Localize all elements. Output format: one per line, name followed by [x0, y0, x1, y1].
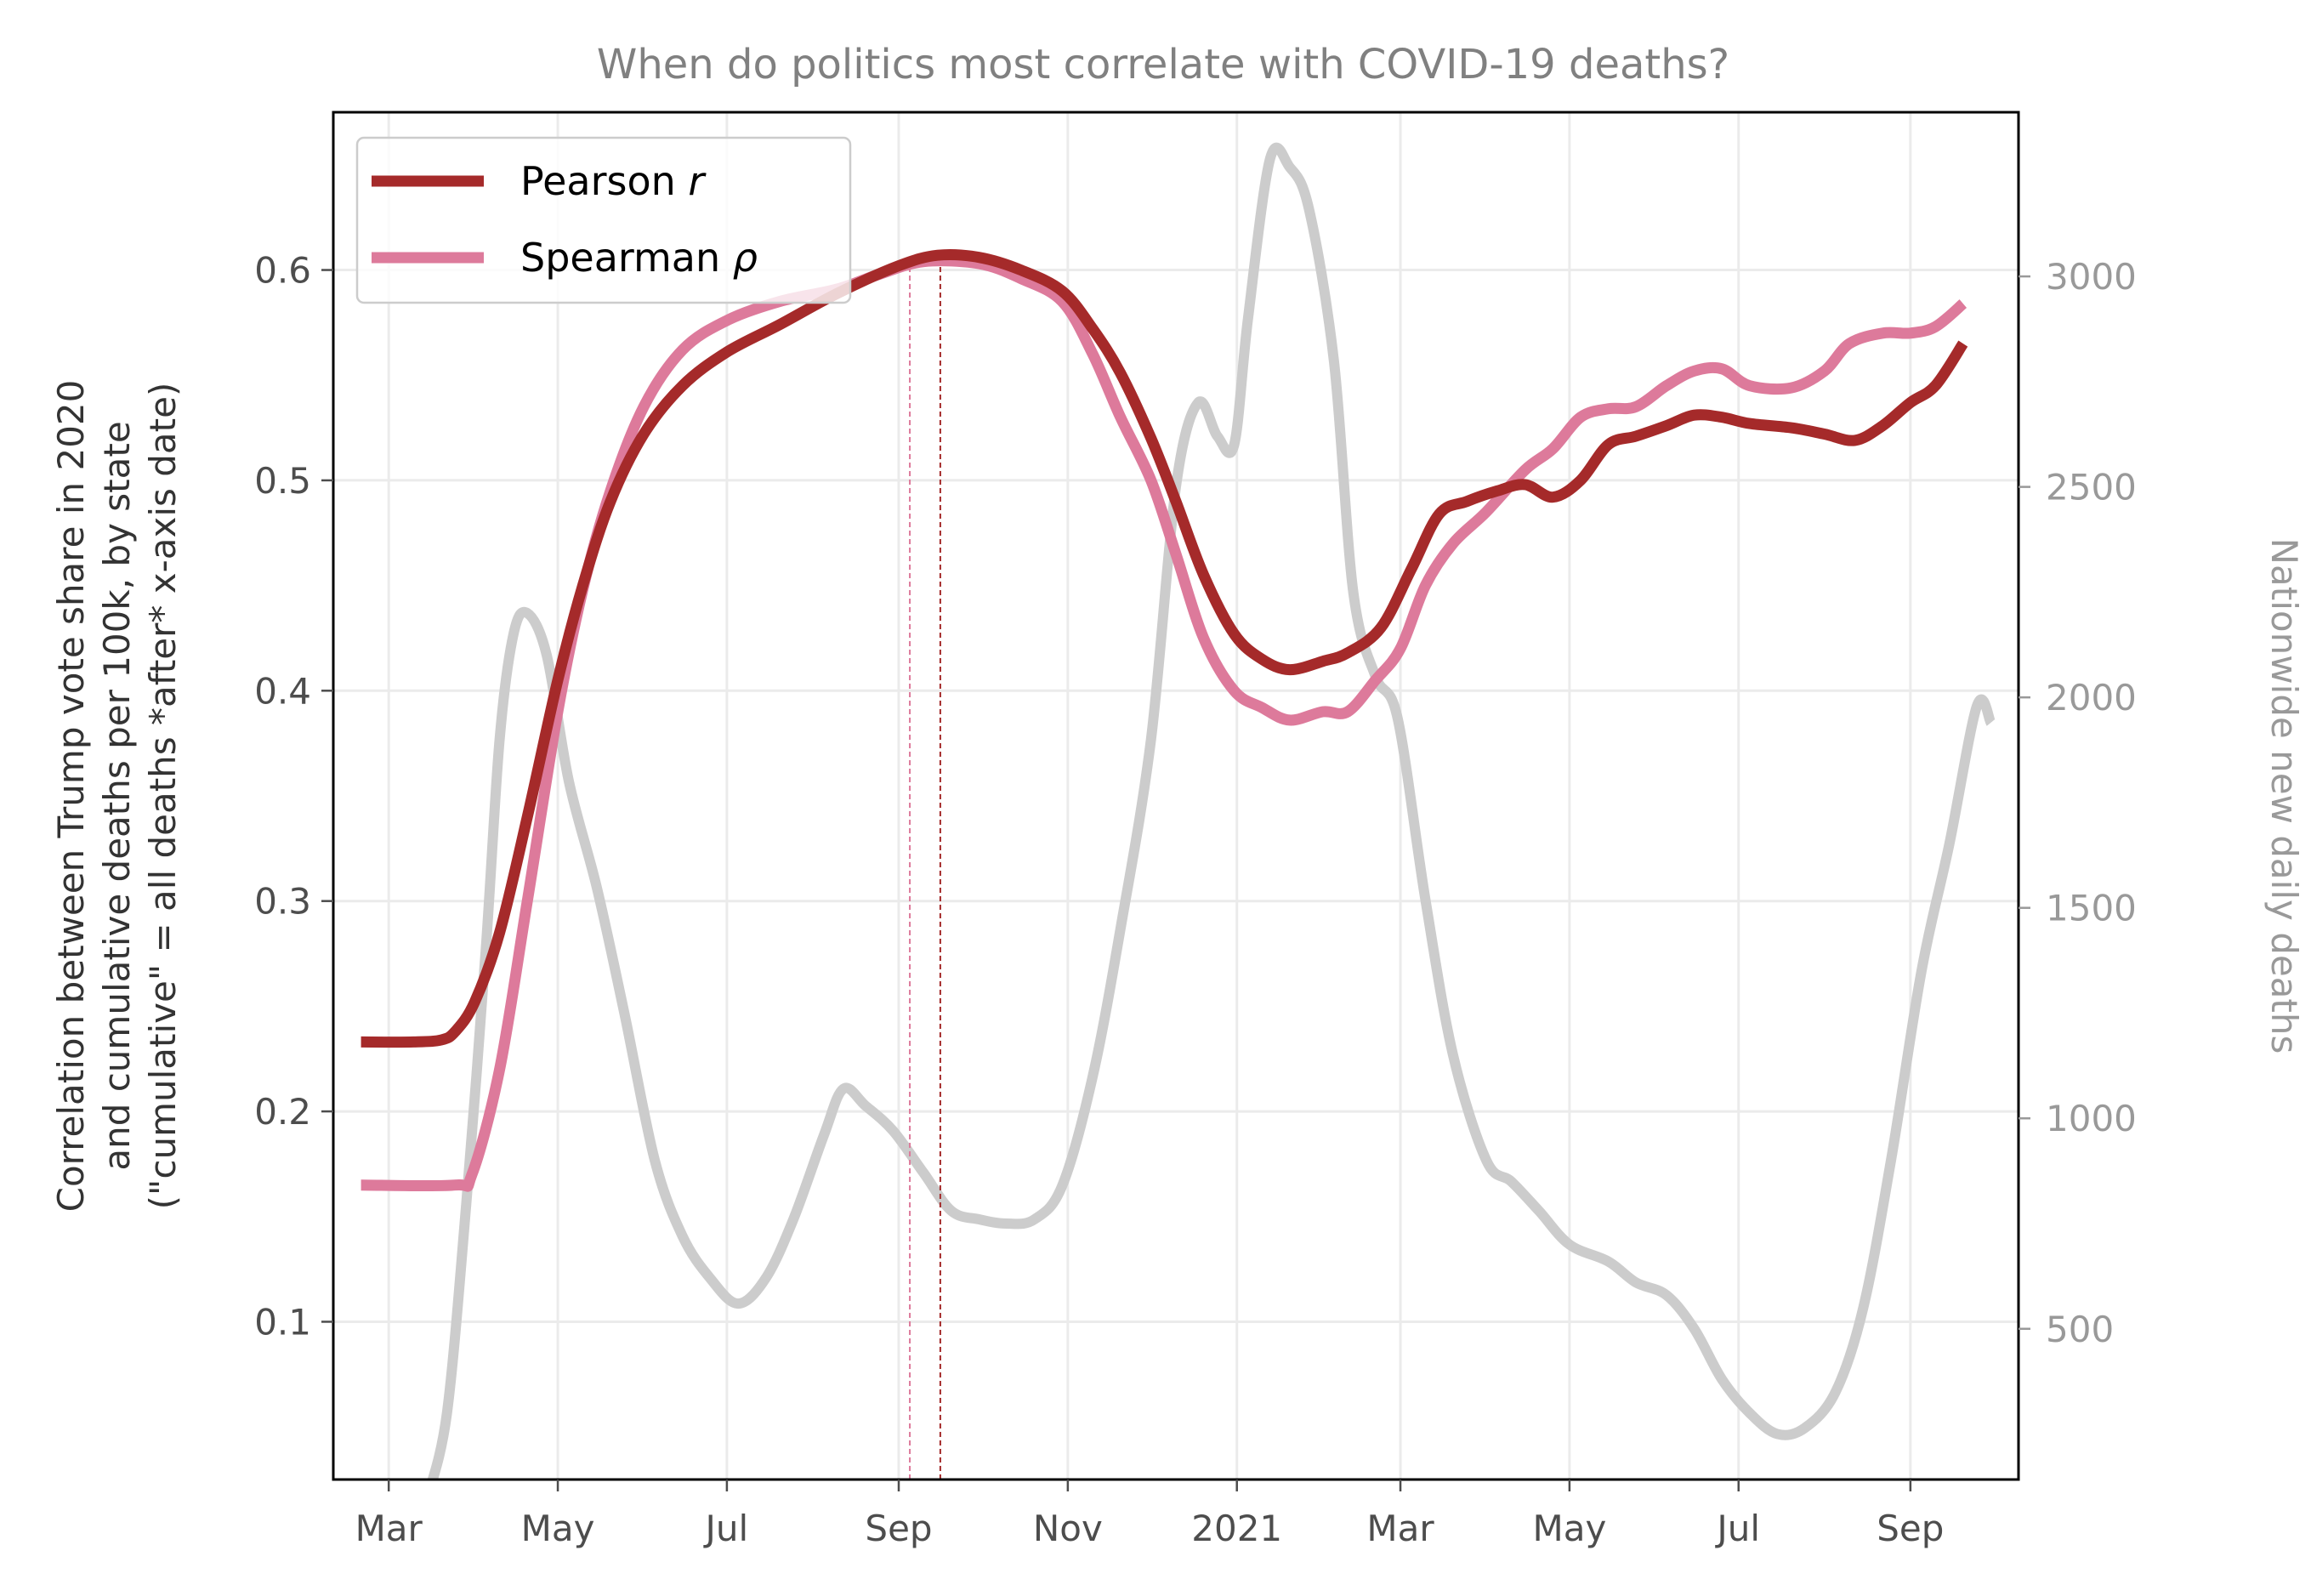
x-axis: Mar May Jul Sep Nov 2021 Mar May Jul Sep	[355, 1480, 1944, 1549]
series-line-spearman	[361, 255, 1967, 1192]
x-tick-label: Mar	[355, 1508, 423, 1549]
y-axis-left: 0.1 0.2 0.3 0.4 0.5 0.6	[254, 250, 333, 1343]
y-axis-left-label-line: and cumulative deaths per 100k, by state	[96, 421, 138, 1170]
y-right-tick-label: 3000	[2046, 256, 2137, 298]
legend-label: Spearman ρ	[520, 235, 758, 281]
x-tick-label: Sep	[865, 1508, 932, 1549]
x-tick-label: 2021	[1191, 1508, 1282, 1549]
y-axis-right-label: Nationwide new daily deaths	[2263, 538, 2305, 1054]
vline-layer	[909, 255, 941, 1480]
x-tick-label: May	[1532, 1508, 1606, 1549]
y-left-tick-label: 0.4	[254, 670, 311, 712]
left-series-layer	[361, 249, 1968, 1192]
series-line-pearson	[361, 249, 1968, 1048]
y-left-tick-label: 0.5	[254, 460, 311, 502]
grid	[333, 112, 2019, 1480]
legend-label: Pearson r	[520, 158, 707, 204]
y-right-tick-label: 2000	[2046, 677, 2137, 718]
y-axis-left-label-line: ("cumulative" = all deaths *after* x-axi…	[142, 383, 184, 1210]
plot-frame	[332, 111, 2020, 1481]
x-tick-label: May	[521, 1508, 595, 1549]
chart-title: When do politics most correlate with COV…	[597, 41, 1729, 88]
right-series-layer	[427, 142, 1996, 1480]
y-right-tick-label: 1500	[2046, 888, 2137, 929]
y-left-tick-label: 0.2	[254, 1091, 311, 1133]
y-left-tick-label: 0.3	[254, 881, 311, 923]
y-left-tick-label: 0.1	[254, 1301, 311, 1343]
y-axis-left-label-line: Correlation between Trump vote share in …	[50, 380, 92, 1213]
y-axis-right: 500 1000 1500 2000 2500 3000	[2019, 256, 2137, 1350]
series-line-nationwide-deaths	[427, 142, 1996, 1480]
x-tick-label: Sep	[1877, 1508, 1944, 1549]
x-tick-label: Mar	[1366, 1508, 1434, 1549]
y-right-tick-label: 1000	[2046, 1098, 2137, 1139]
x-tick-label: Nov	[1033, 1508, 1103, 1549]
y-right-tick-label: 500	[2046, 1309, 2114, 1350]
x-tick-label: Jul	[1714, 1508, 1760, 1549]
legend: Pearson r Spearman ρ	[355, 136, 852, 304]
y-axis-left-label: Correlation between Trump vote share in …	[50, 380, 184, 1213]
x-tick-label: Jul	[703, 1508, 749, 1549]
y-left-tick-label: 0.6	[254, 250, 311, 292]
y-right-tick-label: 2500	[2046, 467, 2137, 508]
